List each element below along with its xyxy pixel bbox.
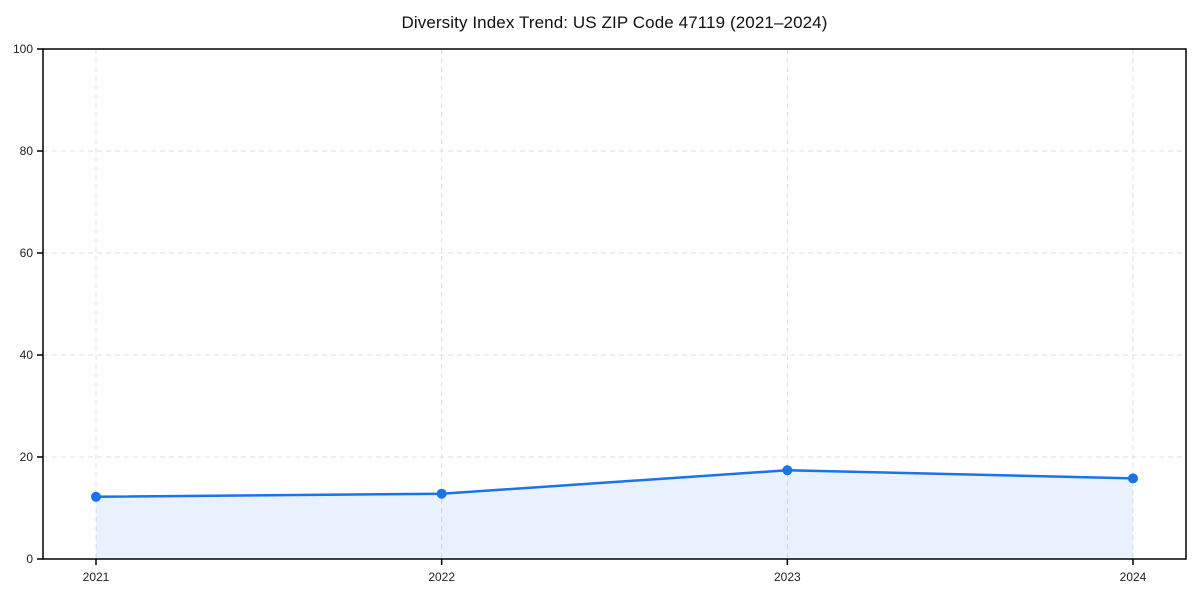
x-tick-label: 2024: [1120, 570, 1147, 584]
y-tick-label: 80: [20, 144, 34, 158]
chart-title: Diversity Index Trend: US ZIP Code 47119…: [401, 13, 828, 32]
plot-spines: [42, 48, 1187, 560]
x-tick-label: 2023: [774, 570, 801, 584]
data-point-2023: [782, 465, 793, 476]
x-tick-label: 2021: [83, 570, 110, 584]
area-fill: [96, 470, 1133, 559]
y-tick-label: 100: [13, 42, 33, 56]
data-point-2024: [1128, 473, 1138, 484]
data-point-2022: [436, 488, 447, 499]
y-tick-label: 40: [20, 348, 34, 362]
data-point-2021: [91, 491, 101, 502]
y-tick-label: 0: [26, 552, 33, 566]
y-tick-label: 20: [20, 450, 34, 464]
y-tick-label: 60: [20, 246, 34, 260]
x-tick-label: 2022: [428, 570, 455, 584]
trend-line: [94, 469, 1135, 499]
